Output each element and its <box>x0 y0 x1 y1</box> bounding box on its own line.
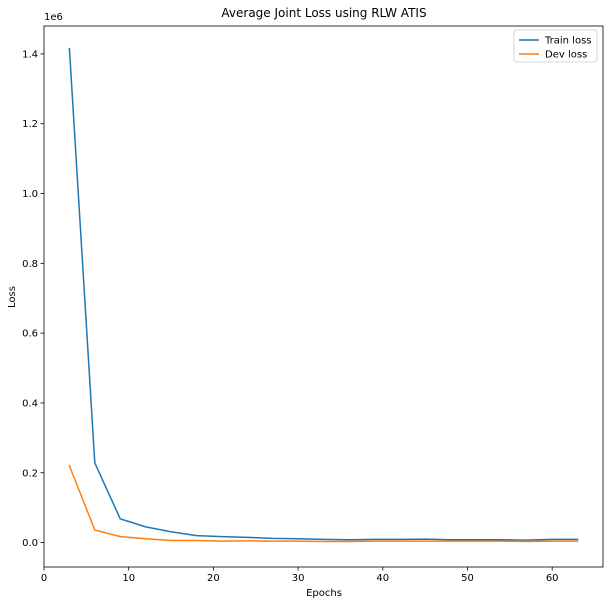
x-axis-label: Epochs <box>306 588 342 599</box>
y-offset-label: 1e6 <box>44 12 63 23</box>
y-tick-label: 0.8 <box>22 259 38 270</box>
y-tick-label: 0.6 <box>22 329 38 340</box>
y-axis-label: Loss <box>7 286 18 308</box>
x-tick-label: 0 <box>41 573 47 584</box>
x-tick-label: 40 <box>376 573 389 584</box>
y-tick-label: 1.2 <box>22 119 38 130</box>
series-line-2 <box>68 464 579 543</box>
y-tick-label: 0.2 <box>22 468 38 479</box>
axes-frame <box>43 25 604 568</box>
y-tick-label: 1.4 <box>22 49 38 60</box>
series-line-1 <box>68 47 579 541</box>
legend-label-1: Train loss <box>544 36 592 47</box>
x-tick-label: 60 <box>546 573 559 584</box>
x-tick-label: 30 <box>292 573 305 584</box>
x-tick-label: 10 <box>122 573 135 584</box>
y-tick-label: 1.0 <box>22 189 38 200</box>
y-tick-label: 0.4 <box>22 398 38 409</box>
y-tick-label: 0.0 <box>22 538 38 549</box>
legend-label-2: Dev loss <box>545 50 587 61</box>
plot-area: 0 10 20 30 40 50 60 0.0 0.2 0.4 0.6 0.8 1.0 1.2 1.4 Tra… <box>22 25 604 584</box>
x-tick-label: 50 <box>461 573 474 584</box>
x-tick-label: 20 <box>207 573 220 584</box>
chart-title: Average Joint Loss using RLW ATIS <box>221 6 426 20</box>
